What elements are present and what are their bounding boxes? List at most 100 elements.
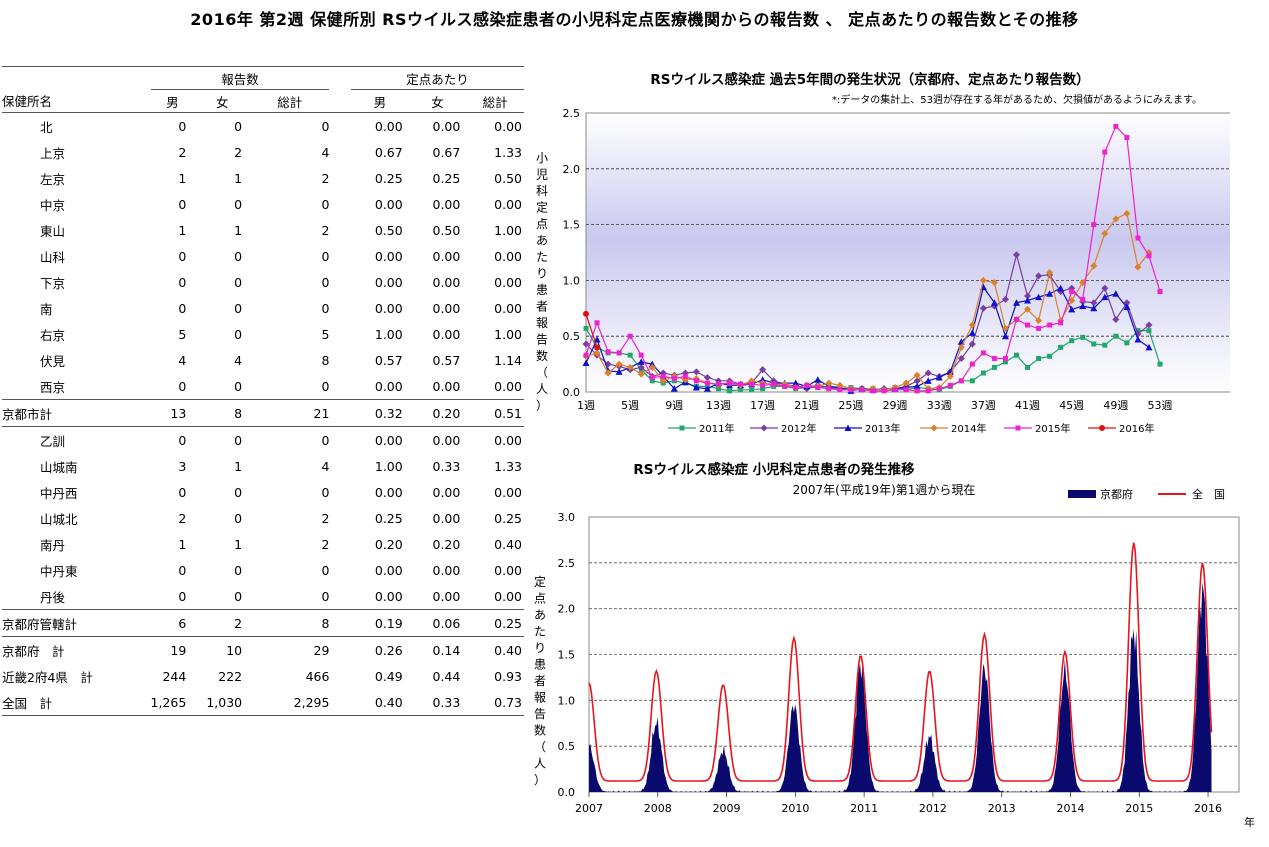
y-axis-label-char: 科	[536, 184, 548, 198]
data-point	[979, 304, 987, 312]
station-name: 中京	[40, 197, 66, 213]
data-point	[1025, 322, 1031, 328]
table-row: 中京 0 0 0 0.00 0.00 0.00	[2, 191, 524, 217]
data-point	[990, 279, 998, 287]
data-point	[1146, 328, 1152, 334]
data-point	[1112, 290, 1120, 297]
x-tick-label: 2010	[781, 802, 809, 815]
male-count: 1,265	[150, 689, 195, 716]
y-tick-label: 1.0	[563, 274, 581, 287]
x-tick-label: 49週	[1103, 399, 1128, 412]
data-point	[1113, 123, 1119, 129]
male-per: 0.19	[351, 609, 409, 637]
male-count: 2	[178, 144, 187, 160]
table-row: 南丹 1 1 2 0.20 0.20 0.40	[2, 531, 524, 557]
data-point	[593, 349, 601, 357]
legend-marker	[930, 424, 938, 432]
table-row: 京都府管轄計 6 2 8 0.19 0.06 0.25	[2, 609, 524, 637]
data-point	[1080, 296, 1086, 302]
data-point	[1046, 290, 1054, 297]
data-point	[749, 387, 755, 393]
data-point	[715, 386, 721, 392]
data-point	[1024, 292, 1032, 300]
male-per: 0.49	[374, 668, 403, 684]
header-total: 総計	[250, 89, 330, 113]
total-count: 0	[321, 378, 330, 394]
header-per-sentinel: 定点あたり	[351, 66, 524, 90]
y-axis-label-char: あ	[534, 608, 546, 622]
data-point	[980, 370, 986, 376]
total-per: 0.00	[494, 274, 522, 290]
data-point	[913, 377, 921, 385]
data-point	[670, 385, 678, 392]
y-axis-label-char: 者	[536, 300, 548, 314]
total-per: 0.00	[494, 378, 522, 394]
female-per: 0.20	[432, 536, 461, 552]
data-point	[727, 388, 732, 394]
total-count: 21	[250, 399, 330, 427]
x-tick-label: 2014	[1056, 802, 1084, 815]
table-row: 下京 0 0 0 0.00 0.00 0.00	[2, 269, 524, 295]
total-count: 2,295	[250, 689, 330, 716]
male-per: 0.25	[374, 510, 403, 526]
legend-label: 2012年	[781, 422, 816, 435]
total-count: 2	[321, 170, 330, 186]
data-point	[1091, 222, 1097, 228]
female-per: 0.00	[432, 562, 461, 578]
female-count: 2	[234, 144, 243, 160]
longterm-chart-title: RSウイルス感染症 小児科定点患者の発生推移	[633, 461, 915, 478]
station-name: 全国 計	[2, 689, 151, 716]
total-per: 0.00	[494, 588, 522, 604]
y-axis-label-char: あ	[536, 234, 548, 248]
male-per: 0.00	[374, 300, 403, 316]
male-per: 0.00	[374, 432, 403, 448]
data-point	[583, 310, 589, 317]
weekly-chart: RSウイルス感染症 過去5年間の発生状況（京都府、定点あたり報告数） *:データ…	[536, 71, 1230, 435]
station-name: 左京	[40, 171, 66, 187]
data-point	[648, 363, 656, 371]
data-point	[771, 381, 777, 387]
data-point	[749, 381, 755, 387]
total-per: 0.00	[494, 484, 522, 500]
data-point	[1091, 341, 1097, 347]
data-point	[881, 388, 887, 394]
data-point	[991, 364, 997, 370]
data-point	[715, 381, 721, 387]
total-per: 0.40	[494, 536, 522, 552]
data-point	[913, 371, 921, 379]
female-per: 0.00	[432, 510, 461, 526]
legend-label: 京都府	[1100, 487, 1133, 501]
legend-label: 2014年	[951, 422, 986, 435]
data-point	[649, 378, 655, 384]
data-point	[1001, 324, 1009, 332]
data-point	[1123, 209, 1131, 217]
data-point	[604, 360, 612, 368]
data-point	[968, 329, 976, 336]
male-per: 0.00	[374, 588, 403, 604]
table-row: 左京 1 1 2 0.25 0.25 0.50	[2, 165, 524, 191]
data-point	[738, 381, 744, 387]
data-point	[1013, 299, 1020, 306]
total-count: 2	[321, 510, 330, 526]
data-point	[957, 343, 965, 351]
header-female-per: 女	[408, 89, 467, 113]
data-point	[760, 382, 766, 388]
y-tick-label: 2.0	[558, 603, 576, 616]
male-per: 0.26	[374, 642, 403, 658]
female-per: 0.33	[432, 458, 461, 474]
x-tick-label: 2013	[988, 802, 1016, 815]
male-per: 0.57	[374, 352, 403, 368]
total-count: 0	[321, 274, 330, 290]
data-point	[1058, 320, 1064, 326]
table-row: 西京 0 0 0 0.00 0.00 0.00	[2, 373, 524, 400]
data-point	[1135, 235, 1141, 241]
data-point	[793, 385, 799, 391]
total-per: 0.00	[494, 562, 522, 578]
data-point	[638, 352, 644, 358]
data-point	[903, 387, 909, 393]
data-point	[848, 387, 854, 393]
male-count: 0	[178, 248, 187, 264]
y-axis-label-char: 告	[536, 333, 548, 347]
y-axis-label-char: 告	[534, 707, 546, 721]
